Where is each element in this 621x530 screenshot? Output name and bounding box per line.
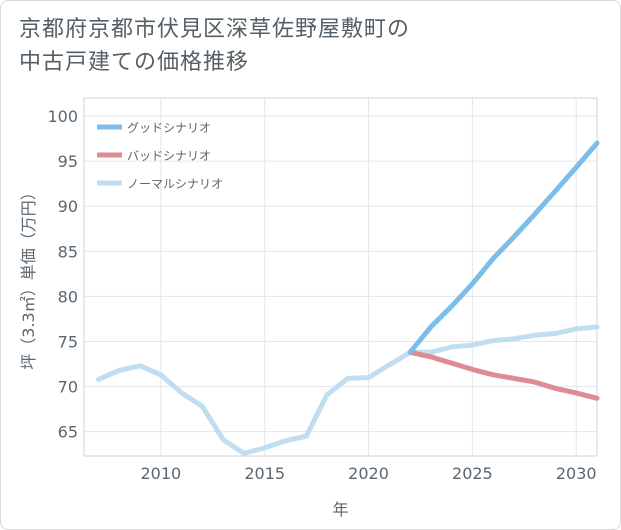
legend-label: ノーマルシナリオ <box>127 177 223 191</box>
title-line-2: 中古戸建ての価格推移 <box>19 50 250 75</box>
y-tick-label: 85 <box>58 242 78 261</box>
legend-label: グッドシナリオ <box>127 121 211 135</box>
title-line-1: 京都府京都市伏見区深草佐野屋敷町の <box>19 17 411 42</box>
series-line-0 <box>407 140 600 355</box>
y-tick-label: 90 <box>58 197 78 216</box>
y-tick-label: 100 <box>47 107 78 126</box>
plot-area <box>83 97 598 457</box>
x-tick-labels: 2010 2015 2020 2025 2030 <box>140 464 596 483</box>
series-line-1 <box>407 349 600 401</box>
y-tick-label: 75 <box>58 332 78 351</box>
y-tick-label: 95 <box>58 152 78 171</box>
x-tick-label: 2020 <box>348 464 389 483</box>
series-line-2 <box>96 324 600 456</box>
y-tick-label: 80 <box>58 287 78 306</box>
x-tick-label: 2030 <box>556 464 597 483</box>
x-tick-label: 2010 <box>140 464 181 483</box>
x-tick-label: 2025 <box>452 464 493 483</box>
y-tick-label: 65 <box>58 423 78 442</box>
series-lines <box>96 140 600 456</box>
y-tick-label: 70 <box>58 378 78 397</box>
legend-label: バッドシナリオ <box>127 149 211 163</box>
y-tick-labels: 65 70 75 80 85 90 95 100 <box>47 107 78 442</box>
y-axis-label: 坪（3.3㎡）単価（万円） <box>19 184 38 369</box>
x-axis-label: 年 <box>332 500 348 519</box>
chart-title: 京都府京都市伏見区深草佐野屋敷町の 中古戸建ての価格推移 <box>19 13 579 79</box>
x-tick-label: 2015 <box>244 464 285 483</box>
grid-lines <box>84 98 597 456</box>
